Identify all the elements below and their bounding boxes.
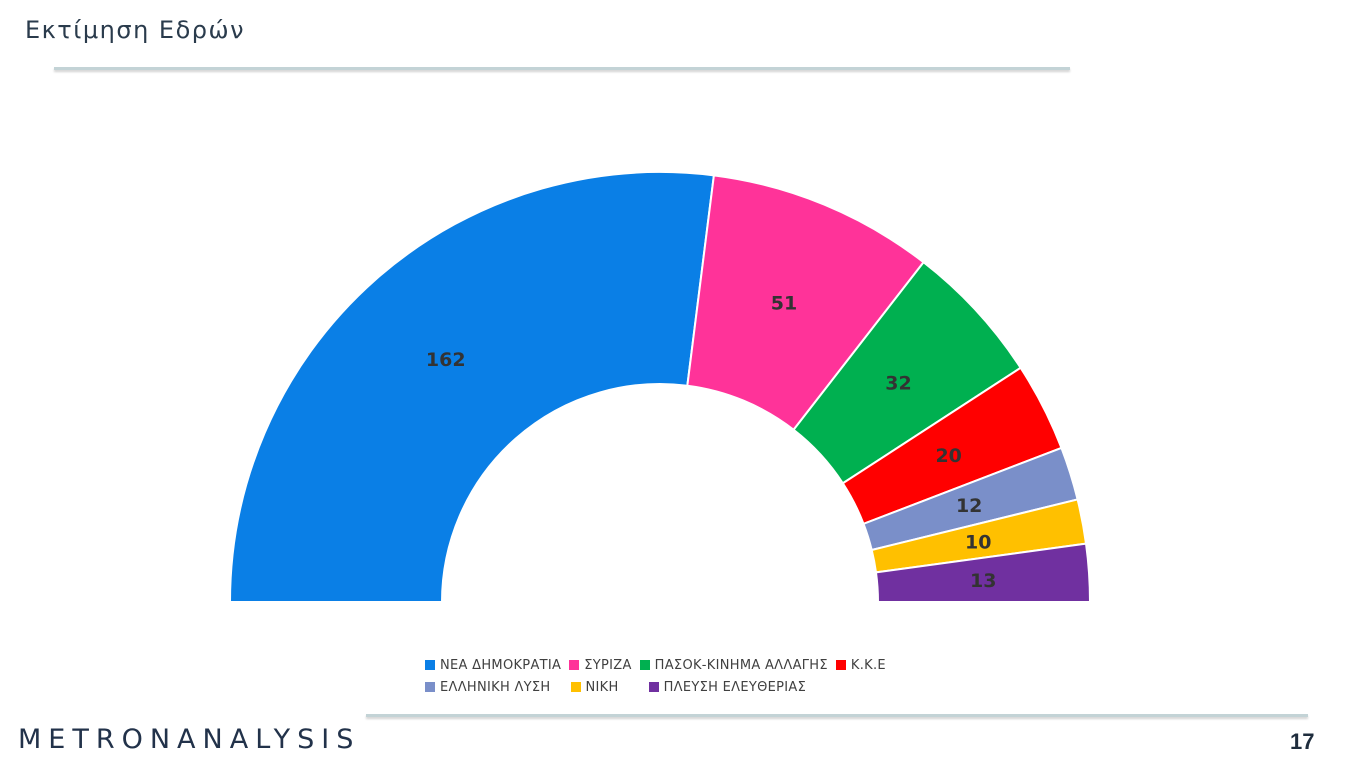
legend-item-nd: ΝΕΑ ΔΗΜΟΚΡΑΤΙΑ: [425, 658, 561, 673]
brand-logo: METRONANALYSIS: [18, 724, 361, 755]
legend-row: ΕΛΛΗΝΙΚΗ ΛΥΣΗ ΝΙΚΗ ΠΛΕΥΣΗ ΕΛΕΥΘΕΡΙΑΣ: [425, 676, 985, 698]
footer-divider: [366, 714, 1308, 717]
legend-swatch: [835, 660, 846, 670]
legend-label: ΝΙΚΗ: [585, 679, 619, 695]
legend-item-syriza: ΣΥΡΙΖΑ: [569, 658, 631, 673]
data-label-syriza: 51: [771, 293, 797, 315]
legend-label: ΝΕΑ ΔΗΜΟΚΡΑΤΙΑ: [440, 657, 562, 673]
page-number: 17: [1290, 729, 1315, 754]
legend-row: ΝΕΑ ΔΗΜΟΚΡΑΤΙΑ ΣΥΡΙΖΑ ΠΑΣΟΚ-ΚΙΝΗΜΑ ΑΛΛΑΓ…: [425, 654, 985, 676]
title-divider: [54, 67, 1070, 70]
legend-item-plefsi: ΠΛΕΥΣΗ ΕΛΕΥΘΕΡΙΑΣ: [648, 679, 807, 695]
data-label-kke: 20: [935, 445, 961, 467]
legend-swatch: [639, 660, 650, 670]
legend-label: Κ.Κ.Ε: [850, 657, 886, 673]
legend-label: ΣΥΡΙΖΑ: [584, 657, 632, 673]
data-label-nd: 162: [426, 349, 466, 371]
legend-label: ΕΛΛΗΝΙΚΗ ΛΥΣΗ: [440, 679, 551, 695]
legend-swatch: [570, 682, 581, 692]
legend-swatch: [425, 682, 435, 692]
data-label-pasok: 32: [885, 373, 911, 395]
legend-item-kke: Κ.Κ.Ε: [835, 657, 886, 673]
legend-item-niki: ΝΙΚΗ: [570, 679, 619, 695]
legend-label: ΠΛΕΥΣΗ ΕΛΕΥΘΕΡΙΑΣ: [663, 679, 807, 695]
legend-swatch: [425, 660, 435, 670]
chart-legend: ΝΕΑ ΔΗΜΟΚΡΑΤΙΑ ΣΥΡΙΖΑ ΠΑΣΟΚ-ΚΙΝΗΜΑ ΑΛΛΑΓ…: [425, 654, 985, 698]
legend-swatch: [569, 660, 580, 670]
data-label-elliniki-lysi: 12: [956, 495, 982, 517]
page-title: Εκτίμηση Εδρών: [25, 16, 245, 44]
legend-label: ΠΑΣΟΚ-ΚΙΝΗΜΑ ΑΛΛΑΓΗΣ: [654, 657, 828, 673]
slice-nd: [228, 171, 716, 603]
data-label-niki: 10: [965, 531, 991, 553]
legend-item-pasok: ΠΑΣΟΚ-ΚΙΝΗΜΑ ΑΛΛΑΓΗΣ: [639, 657, 828, 673]
legend-item-elliniki-lysi: ΕΛΛΗΝΙΚΗ ΛΥΣΗ: [425, 680, 551, 695]
legend-swatch: [648, 682, 659, 692]
slice-plefsi: [874, 542, 1092, 603]
data-label-plefsi: 13: [970, 570, 996, 592]
